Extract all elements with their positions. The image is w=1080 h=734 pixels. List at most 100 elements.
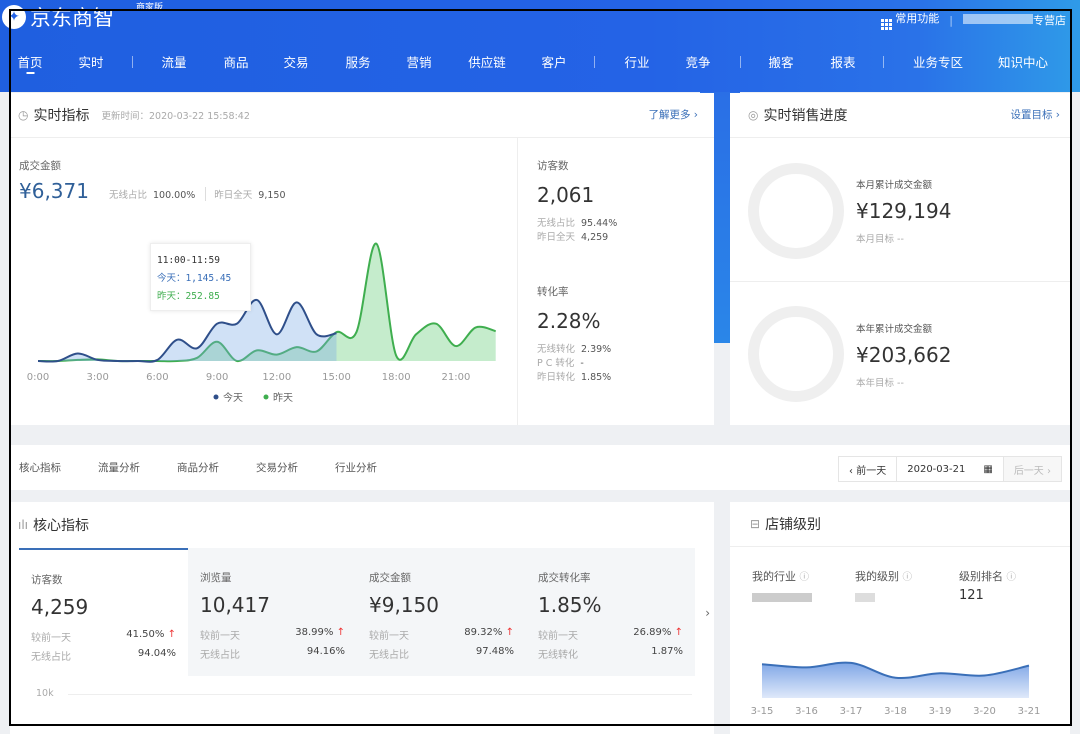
shop-name-blurred bbox=[963, 14, 1033, 24]
nav-item[interactable]: 交易 bbox=[283, 55, 309, 70]
legend-label: 今天 bbox=[223, 391, 243, 404]
metric-value: 1.85% bbox=[538, 593, 602, 617]
nav-item[interactable]: 报表 bbox=[830, 55, 856, 70]
nav-item[interactable]: 搬客 bbox=[768, 55, 794, 70]
nav-item[interactable]: 服务 bbox=[345, 55, 371, 70]
metric-card[interactable]: 成交转化率 1.85% 较前一天 26.89% ↑ 无线转化 1.87% bbox=[526, 548, 695, 676]
logo-icon: ✦ bbox=[2, 5, 26, 29]
legend-marker bbox=[213, 394, 219, 400]
prev-day-button[interactable]: ‹ 前一天 bbox=[839, 457, 898, 481]
nav-item[interactable]: 供应链 bbox=[468, 55, 506, 70]
visitors-label: 访客数 bbox=[537, 160, 569, 172]
nav-item[interactable]: 业务专区 bbox=[912, 55, 964, 70]
shop-level-card: ⊟ 店铺级别 我的行业 ⓘ 我的级别 ⓘ 级别排名 ⓘ 121 3-15 3-16 3-… bbox=[730, 502, 1070, 734]
x-tick-label: 3-21 bbox=[1018, 706, 1041, 717]
help-icon[interactable]: ⓘ bbox=[902, 572, 913, 583]
legend-label: 昨天 bbox=[273, 392, 293, 404]
conv-pc-value: - bbox=[580, 358, 584, 369]
x-tick-label: 3-20 bbox=[973, 706, 996, 717]
month-goal-value: -- bbox=[897, 234, 904, 245]
nav-item[interactable]: 商品 bbox=[223, 55, 249, 70]
gmv-chart[interactable]: 0:00 3:00 6:00 9:00 12:00 15:00 18:00 21:00 今天 昨天 bbox=[10, 223, 515, 413]
arrow-up-icon: ↑ bbox=[336, 627, 345, 638]
realtime-card: ◷ 实时指标 更新时间：2020-03-22 15:58:42 了解更多 › 成交金… bbox=[10, 93, 714, 425]
clock-icon: ◷ bbox=[18, 108, 29, 122]
logo-text: 京东商智 bbox=[30, 6, 114, 30]
help-icon[interactable]: ⓘ bbox=[1006, 572, 1017, 583]
realtime-title: 实时指标 bbox=[33, 108, 90, 124]
conversion-label: 转化率 bbox=[537, 286, 569, 298]
tab-product[interactable]: 商品分析 bbox=[177, 462, 219, 474]
main-nav: 首页 实时 流量 商品 交易 服务 营销 供应链 客户 行业 竞争 搬客 报表 业务专区 知识中心 bbox=[0, 52, 1080, 74]
metric-card[interactable]: 成交金额 ¥9,150 较前一天 89.32% ↑ 无线占比 97.48% bbox=[357, 548, 526, 676]
tab-industry[interactable]: 行业分析 bbox=[335, 462, 377, 474]
target-icon: ◎ bbox=[748, 108, 759, 122]
tab-trade[interactable]: 交易分析 bbox=[256, 462, 298, 474]
level-area bbox=[762, 662, 1029, 698]
x-tick-label: 3-16 bbox=[795, 706, 818, 717]
series-area bbox=[38, 299, 337, 362]
series-line bbox=[37, 298, 337, 363]
metric-value: 10,417 bbox=[200, 593, 270, 617]
metric-sub-label: 无线转化 bbox=[538, 650, 578, 661]
calendar-icon: ▦ bbox=[983, 463, 993, 475]
yesterday-label: 昨日全天 bbox=[214, 190, 253, 201]
next-arrow-icon[interactable]: › bbox=[705, 606, 710, 620]
date-input[interactable]: 2020-03-21 ▦ bbox=[897, 457, 1004, 481]
year-label: 本年累计成交金额 bbox=[856, 324, 933, 335]
conv-wireless-label: 无线转化 bbox=[537, 344, 576, 355]
common-functions-button[interactable]: 常用功能 bbox=[880, 10, 939, 30]
metric-compare-label: 较前一天 bbox=[200, 631, 240, 642]
legend-marker bbox=[263, 394, 269, 400]
rank-label: 级别排名 bbox=[959, 570, 1003, 583]
tab-core[interactable]: 核心指标 bbox=[19, 462, 61, 474]
set-goal-link[interactable]: 设置目标 › bbox=[1010, 109, 1060, 121]
nav-item[interactable]: 客户 bbox=[541, 55, 567, 70]
visitors-yesterday-label: 昨日全天 bbox=[537, 232, 576, 243]
nav-item[interactable]: 知识中心 bbox=[997, 55, 1049, 70]
nav-item[interactable]: 营销 bbox=[406, 55, 432, 70]
update-time: 更新时间：2020-03-22 15:58:42 bbox=[101, 111, 250, 122]
conv-wireless-value: 2.39% bbox=[581, 344, 612, 355]
progress-title: 实时销售进度 bbox=[763, 108, 848, 124]
metric-label: 访客数 bbox=[31, 574, 63, 586]
gmv-label: 成交金额 bbox=[19, 160, 61, 172]
core-metrics-card: ılı 核心指标 访客数 4,259 较前一天 41.50% ↑ 无线占比 94.04% 浏览… bbox=[10, 502, 714, 734]
nav-item[interactable]: 实时 bbox=[78, 55, 104, 70]
level-blurred bbox=[855, 593, 875, 602]
tab-traffic[interactable]: 流量分析 bbox=[98, 462, 140, 474]
industry-blurred bbox=[752, 593, 812, 602]
month-goal-label: 本月目标 bbox=[856, 234, 895, 245]
metric-compare-label: 较前一天 bbox=[31, 633, 71, 644]
help-icon[interactable]: ⓘ bbox=[799, 572, 810, 583]
metric-value: 4,259 bbox=[31, 595, 89, 619]
shop-selector[interactable]: 专营店 bbox=[963, 12, 1066, 28]
nav-item[interactable]: 首页 bbox=[17, 52, 43, 74]
chart-tooltip: 11:00-11:59 今天：1,145.45 昨天：252.85 bbox=[150, 243, 251, 311]
tooltip-today: 今天：1,145.45 bbox=[157, 273, 232, 284]
core-title: 核心指标 bbox=[33, 517, 90, 534]
nav-item[interactable]: 流量 bbox=[161, 55, 187, 70]
series-area bbox=[38, 243, 496, 362]
learn-more-link[interactable]: 了解更多 › bbox=[648, 109, 698, 121]
level-line bbox=[761, 661, 1030, 680]
nav-item[interactable]: 竞争 bbox=[685, 55, 711, 70]
conv-yesterday-value: 1.85% bbox=[581, 372, 612, 383]
x-tick-label: 3-17 bbox=[840, 706, 863, 717]
arrow-up-icon: ↑ bbox=[674, 627, 683, 638]
x-tick-label: 9:00 bbox=[206, 372, 228, 383]
year-goal-label: 本年目标 bbox=[856, 378, 895, 389]
arrow-up-icon: ↑ bbox=[505, 627, 514, 638]
metric-compare-value: 41.50% bbox=[126, 629, 165, 640]
logo[interactable]: ✦ 京东商智 bbox=[2, 2, 114, 32]
nav-item[interactable]: 行业 bbox=[624, 55, 650, 70]
metric-label: 成交金额 bbox=[369, 572, 411, 584]
metric-sub-label: 无线占比 bbox=[31, 652, 71, 663]
next-day-button[interactable]: 后一天 › bbox=[1003, 457, 1061, 481]
metric-card[interactable]: 访客数 4,259 较前一天 41.50% ↑ 无线占比 94.04% bbox=[19, 548, 188, 676]
conv-pc-label: P C 转化 bbox=[537, 358, 575, 369]
x-tick-label: 12:00 bbox=[262, 372, 291, 383]
x-tick-label: 21:00 bbox=[441, 372, 470, 383]
metric-card[interactable]: 浏览量 10,417 较前一天 38.99% ↑ 无线占比 94.16% bbox=[188, 548, 357, 676]
metric-sub-value: 97.48% bbox=[475, 646, 514, 657]
